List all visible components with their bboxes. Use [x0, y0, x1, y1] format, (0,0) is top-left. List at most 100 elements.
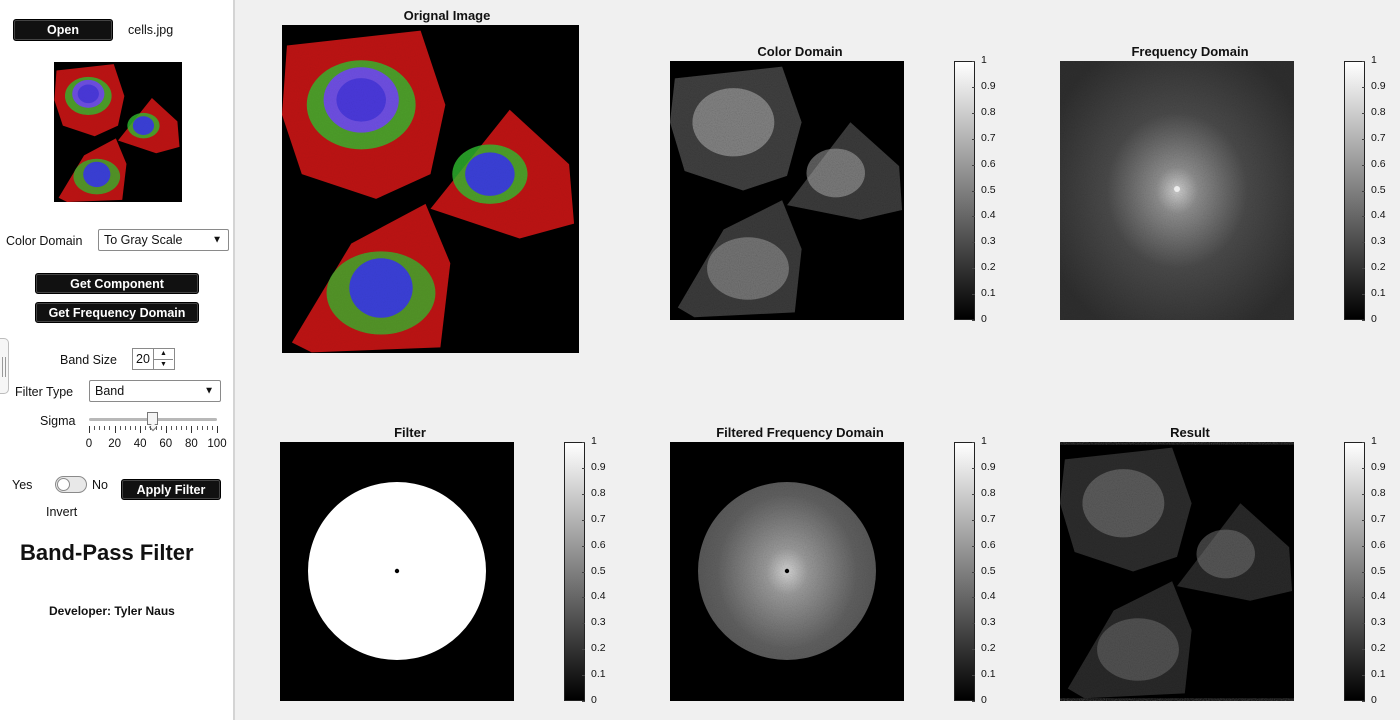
colorbar-tick-label: 0.6 [981, 157, 996, 170]
colorbar-tick-label: 0.2 [981, 261, 996, 274]
colorbar-tick-label: 0.9 [981, 460, 996, 473]
colorbar-tick [1362, 294, 1365, 296]
colorbar-tick [1362, 61, 1365, 62]
colorbar-tick [1362, 138, 1365, 140]
apply-filter-button[interactable]: Apply Filter [121, 479, 221, 500]
colorbar-tick [582, 675, 585, 677]
fft-spectrum-icon [1060, 61, 1294, 320]
colorbar-tick [1362, 242, 1365, 244]
sigma-label: Sigma [40, 414, 76, 428]
colorbar-tick [972, 138, 975, 140]
slider-tick [186, 426, 188, 430]
colorbar-tick-label: 0.8 [981, 486, 996, 499]
filter-type-dropdown[interactable]: Band ▼ [89, 380, 221, 402]
slider-tick [94, 426, 96, 430]
chevron-down-icon: ▼ [212, 234, 222, 246]
thumbnail-image [54, 62, 182, 202]
spinner-down-icon[interactable]: ▼ [160, 360, 167, 368]
colorbar-tick-label: 0.3 [1371, 235, 1386, 248]
slider-tick [176, 426, 178, 430]
band-size-spinner[interactable]: 20 ▲ ▼ [132, 348, 175, 370]
colorbar-tick [1362, 86, 1365, 88]
colorbar-tick-label: 0.8 [591, 486, 606, 499]
colorbar-tick-label: 0 [1371, 694, 1377, 706]
colorbar-tick-label: 0.8 [1371, 486, 1386, 499]
slider-tick [140, 426, 142, 433]
colorbar-tick-label: 0.3 [981, 616, 996, 629]
colorbar-tick-label: 0.7 [1371, 131, 1386, 144]
colorbar-tick-label: 0.8 [1371, 105, 1386, 118]
filter-type-label: Filter Type [15, 385, 74, 399]
spinner-up-icon[interactable]: ▲ [154, 349, 173, 360]
filter-type-value: Band [95, 384, 125, 398]
invert-toggle[interactable] [55, 476, 87, 493]
colorbar-tick [972, 597, 975, 599]
colorbar-tick [1362, 164, 1365, 166]
colorbar-tick [1362, 112, 1365, 114]
colorbar-tick [1362, 216, 1365, 218]
get-component-button[interactable]: Get Component [35, 273, 199, 294]
colorbar-tick-label: 0.1 [591, 668, 606, 681]
slider-tick [211, 426, 213, 430]
colorbar-tick [582, 545, 585, 547]
result-cells-icon [1060, 442, 1294, 701]
filter-image [280, 442, 514, 701]
slider-tick [109, 426, 111, 430]
panel-collapse-handle[interactable] [0, 338, 9, 394]
colorbar-tick [582, 649, 585, 651]
colorbar-tick [972, 112, 975, 114]
colorbar-tick [1362, 519, 1365, 521]
colorbar-tick [1362, 442, 1365, 443]
colorbar-tick [1362, 623, 1365, 625]
colorbar-tick [582, 493, 585, 495]
colorbar-tick [1362, 571, 1365, 573]
slider-tick [206, 426, 208, 430]
colorbar-tick-label: 0.7 [981, 512, 996, 525]
slider-tick [104, 426, 106, 430]
slider-tick [114, 426, 116, 433]
slider-tick [119, 426, 121, 430]
colorbar-tick-label: 0.2 [591, 642, 606, 655]
colorbar-tick [1362, 190, 1365, 192]
get-frequency-domain-button[interactable]: Get Frequency Domain [35, 302, 199, 323]
sigma-slider-thumb[interactable] [147, 412, 158, 425]
colorbar-tick-label: 0.9 [1371, 79, 1386, 92]
slider-tick-label: 0 [85, 438, 93, 450]
colorbar-tick-label: 0.7 [1371, 512, 1386, 525]
colorbar-tick-label: 0.4 [1371, 590, 1386, 603]
invert-label: Invert [46, 505, 78, 519]
colorbar-tick [972, 571, 975, 573]
slider-tick [191, 426, 193, 433]
colorbar-tick-label: 0.2 [1371, 642, 1386, 655]
color-domain-dropdown[interactable]: To Gray Scale ▼ [98, 229, 229, 251]
result-title: Result [1170, 425, 1210, 440]
colorbar-tick [972, 294, 975, 296]
colorbar-tick-label: 0 [1371, 313, 1377, 325]
colorbar-tick-label: 0.4 [1371, 209, 1386, 222]
frequency-domain-image [1060, 61, 1294, 320]
colorbar-tick-label: 0.9 [1371, 460, 1386, 473]
colorbar-tick-label: 0 [591, 694, 597, 706]
color-domain-value: To Gray Scale [104, 233, 183, 247]
colorbar-tick-label: 0.6 [1371, 157, 1386, 170]
control-sidebar: Open cells.jpg Color Domain To Gray Scal… [0, 0, 235, 720]
open-button[interactable]: Open [13, 19, 113, 41]
slider-tick [89, 426, 90, 433]
colorbar-tick-label: 1 [981, 435, 987, 447]
colorbar-tick [1362, 545, 1365, 547]
colorbar-tick [582, 519, 585, 521]
colorbar-tick-label: 0.6 [1371, 538, 1386, 551]
file-name-label: cells.jpg [128, 23, 174, 37]
toggle-knob[interactable] [57, 478, 70, 491]
color-domain-label: Color Domain [6, 234, 83, 248]
colorbar-tick-label: 0.4 [981, 209, 996, 222]
colorbar-tick-label: 0.3 [981, 235, 996, 248]
slider-tick-label: 20 [108, 438, 121, 450]
colorbar-tick-label: 0.5 [981, 564, 996, 577]
slider-tick-label: 60 [159, 438, 173, 450]
band-size-value[interactable]: 20 [136, 352, 150, 366]
colorbar-tick-label: 0.1 [1371, 287, 1386, 300]
colorbar-tick [582, 442, 585, 443]
colorbar-tick-label: 0.5 [1371, 564, 1386, 577]
colorbar-tick [972, 701, 975, 702]
